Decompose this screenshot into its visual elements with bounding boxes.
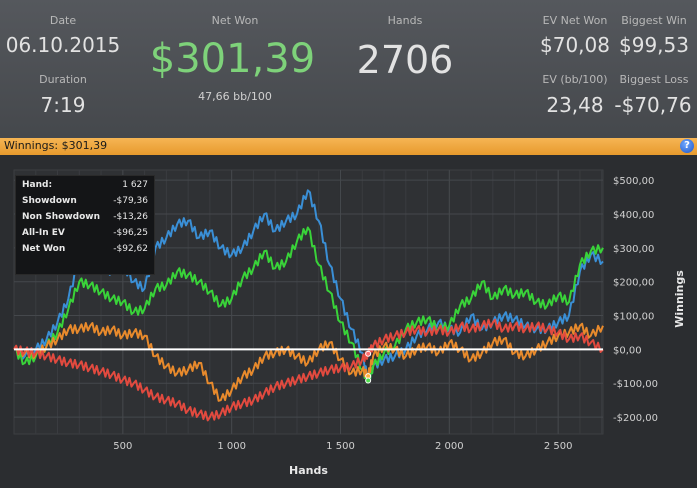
series-line-net_won [13, 226, 604, 384]
y-axis-label: Winnings [673, 270, 686, 328]
x-tick-label: 2 500 [544, 441, 573, 452]
tooltip-row: Showdown -$79,36 [22, 196, 148, 210]
session-summary-header: Date 06.10.2015 Duration 7:19 Net Won $3… [0, 0, 697, 138]
hands-value: 2706 [356, 38, 454, 82]
winnings-bar-text: Winnings: $301,39 [4, 139, 107, 152]
winnings-chart-svg: 500 1 000 1 500 2 000 2 500 -$200,00 -$100,00 $… [13, 169, 686, 477]
ev-net-won-value: $70,08 [540, 33, 610, 57]
tooltip-row: Net Won -$92,62 [22, 244, 148, 258]
y-tick-label: $0,00 [613, 345, 642, 356]
ev-net-won-label: EV Net Won [542, 14, 608, 27]
y-tick-label: $200,00 [613, 278, 654, 289]
winnings-bar: Winnings: $301,39 ? [0, 138, 697, 155]
hover-marker-net-won [365, 377, 372, 384]
tooltip-key: Non Showdown [22, 212, 100, 222]
hand-tooltip: Hand: 1 627 Showdown -$79,36 Non Showdow… [15, 175, 155, 275]
duration-value: 7:19 [40, 93, 86, 117]
net-won-value: $301,39 [149, 36, 316, 82]
hover-marker-non-showdown [365, 350, 372, 357]
tooltip-row: Non Showdown -$13,26 [22, 212, 148, 226]
tooltip-value: -$13,26 [113, 212, 148, 222]
tooltip-value: -$96,25 [113, 228, 148, 238]
biggest-loss-label: Biggest Loss [619, 73, 689, 86]
duration-label: Duration [39, 73, 87, 86]
y-tick-label: -$200,00 [613, 413, 658, 424]
y-tick-label: $400,00 [613, 210, 654, 221]
hands-label: Hands [387, 14, 423, 27]
biggest-win-value: $99,53 [619, 33, 689, 57]
series-line-showdown [13, 322, 604, 402]
x-tick-label: 2 000 [435, 441, 464, 452]
ev-bb-value: 23,48 [546, 93, 604, 117]
y-tick-label: $500,00 [613, 176, 654, 187]
tooltip-value: 1 627 [122, 180, 148, 190]
series-line-non_showdown [13, 318, 604, 422]
x-tick-label: 500 [113, 441, 132, 452]
tooltip-key: Showdown [22, 196, 77, 206]
tooltip-value: -$92,62 [113, 244, 148, 254]
winnings-bar-label: Winnings: [4, 139, 59, 152]
date-label: Date [49, 14, 77, 27]
winnings-bar-value: $301,39 [61, 139, 108, 152]
biggest-win-label: Biggest Win [621, 14, 687, 27]
tooltip-key: Hand: [22, 180, 53, 190]
x-axis-label: Hands [289, 464, 328, 477]
winnings-chart[interactable]: 500 1 000 1 500 2 000 2 500 -$200,00 -$100,00 $… [0, 155, 697, 488]
bb-per-100-value: 47,66 bb/100 [198, 90, 272, 103]
ev-bb-label: EV (bb/100) [542, 73, 608, 86]
tooltip-row: Hand: 1 627 [22, 180, 148, 194]
tooltip-key: All-In EV [22, 228, 65, 238]
tooltip-key: Net Won [22, 244, 66, 254]
net-won-label: Net Won [211, 14, 259, 27]
date-value: 06.10.2015 [5, 33, 121, 57]
tooltip-value: -$79,36 [113, 196, 148, 206]
x-tick-label: 1 500 [326, 441, 355, 452]
biggest-loss-value: -$70,76 [614, 93, 692, 117]
help-icon[interactable]: ? [680, 139, 694, 153]
tooltip-row: All-In EV -$96,25 [22, 228, 148, 242]
y-tick-label: -$100,00 [613, 379, 658, 390]
x-tick-label: 1 000 [217, 441, 246, 452]
y-tick-label: $100,00 [613, 312, 654, 323]
y-tick-label: $300,00 [613, 244, 654, 255]
